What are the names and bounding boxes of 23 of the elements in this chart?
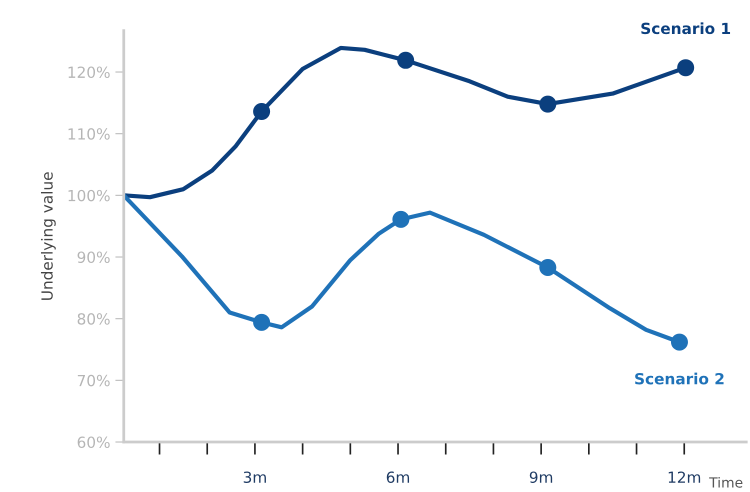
- y-tick-label: 80%: [78, 313, 110, 325]
- point: [253, 314, 270, 331]
- point: [253, 102, 270, 120]
- point: [392, 210, 410, 228]
- y-tick-label: 70%: [78, 374, 110, 386]
- point: [539, 96, 556, 113]
- y-tick-label: 110%: [68, 128, 110, 140]
- y-tick-label: 120%: [68, 66, 110, 78]
- x-tick-label: 3m: [244, 471, 266, 484]
- y-axis-title: Underlying value: [40, 172, 56, 300]
- x-tick-label: 6m: [386, 471, 410, 484]
- x-tick-label: 9m: [530, 471, 552, 484]
- point: [670, 334, 688, 351]
- text: Scenario 2: [635, 372, 724, 384]
- y-tick-label: 100%: [68, 190, 110, 202]
- point: [677, 59, 694, 76]
- x-tick-label: 12m: [668, 471, 700, 483]
- y-tick-label: 60%: [78, 436, 110, 448]
- x-axis-title: Time: [709, 476, 742, 488]
- text: Scenario 1: [641, 22, 730, 34]
- point: [539, 258, 556, 276]
- y-tick-label: 90%: [78, 251, 110, 264]
- point: [397, 52, 414, 69]
